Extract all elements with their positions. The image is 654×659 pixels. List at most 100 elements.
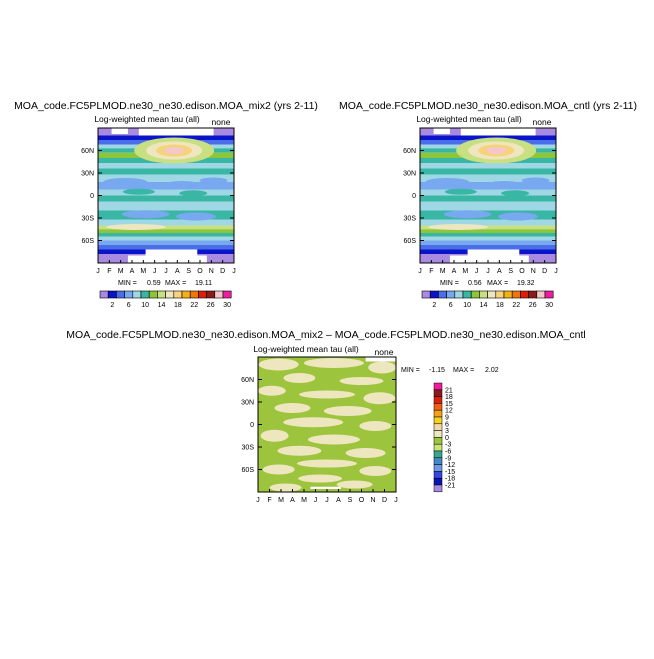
colorbar-swatch [433,409,443,418]
colorbar-label: 14 [158,302,166,309]
missing-data [365,357,396,362]
max-value: 19.11 [195,280,212,287]
contour-band [199,177,228,184]
colorbar-label: 2 [432,302,436,309]
contour-band [260,429,289,442]
contour-band [420,201,556,211]
x-tick-label: A [130,268,135,275]
colorbar-label: 30 [545,302,553,309]
x-tick-label: J [554,268,558,275]
colorbar-swatch [132,290,142,299]
contour-band [179,190,208,197]
x-tick-label: J [232,268,236,275]
contour-band [98,229,234,233]
contour-band [98,135,234,140]
contour-band [283,373,316,383]
y-tick-label: 30S [404,216,417,223]
colorbar-label: 18 [174,302,182,309]
max-label: MAX = [487,280,508,287]
colorbar-swatch [165,290,175,299]
contour-band [420,236,556,241]
x-tick-label: F [429,268,433,275]
colorbar-label: -6 [445,449,451,456]
contour-band [420,163,556,169]
x-tick-label: J [96,268,100,275]
y-tick-label: 30S [242,445,255,452]
colorbar-swatch [511,290,521,299]
colorbar-swatch [222,290,232,299]
panel-title: MOA_code.FC5PLMOD.ne30_ne30.edison.MOA_m… [14,100,318,112]
colorbar-label: 10 [463,302,471,309]
colorbar-swatch [124,290,134,299]
missing-data [138,128,214,136]
x-tick-label: J [418,268,422,275]
missing-data [310,486,341,489]
colorbar-label: 26 [529,302,537,309]
missing-data [111,128,128,134]
colorbar-swatch [433,450,443,459]
max-label: MAX = [165,280,186,287]
contour-band [98,174,234,182]
colorbar-swatch [487,290,497,299]
contour-band [298,474,343,483]
colorbar-swatch [173,290,183,299]
x-tick-label: A [497,268,502,275]
contour-band [339,377,384,385]
contour-band [98,195,234,202]
x-tick-label: J [256,497,260,504]
contour-band [307,434,360,445]
colorbar-swatch [433,477,443,486]
colorbar-swatch [157,290,166,299]
x-tick-label: A [452,268,457,275]
contour-band [98,168,234,175]
colorbar-swatch [433,457,443,465]
colorbar-swatch [429,290,439,299]
colorbar-swatch [433,430,443,438]
x-tick-label: J [325,497,329,504]
x-tick-label: M [140,268,146,275]
colorbar-swatch [503,290,513,299]
contour-band [359,466,392,476]
missing-data [127,255,207,263]
contour-band [299,390,355,399]
panel-subtitle: Log-weighted mean tau (all) [416,114,522,124]
colorbar-swatch [544,290,554,299]
x-tick-label: J [314,497,318,504]
x-tick-label: N [370,497,375,504]
contour-band [497,212,538,221]
contour-band [98,201,234,211]
colorbar-label: 21 [445,387,453,394]
y-tick-label: 60N [241,377,254,384]
colorbar-label: -12 [445,462,455,469]
x-tick-label: S [186,268,191,275]
x-tick-label: J [486,268,490,275]
contour-band [443,210,492,219]
x-tick-label: J [164,268,168,275]
contour-band [164,147,185,154]
colorbar-mix2: 2 6 10 14 18 22 26 30 [99,290,232,309]
contour-band [428,224,489,230]
max-value: 2.02 [485,367,499,374]
colorbar-swatch [433,389,443,397]
contour-band [486,181,523,189]
contour-band [283,417,344,428]
contour-band [444,188,477,195]
colorbar-label: 6 [445,421,449,428]
colorbar-label: 22 [190,302,198,309]
colorbar-swatch [140,290,150,299]
colorbar-swatch [189,290,199,299]
contour-band [420,174,556,182]
contour-band [175,212,216,221]
contour-band [359,421,392,431]
min-value: 0.59 [147,280,161,287]
min-value: 0.56 [468,280,482,287]
panel-mix2: MOA_code.FC5PLMOD.ne30_ne30.edison.MOA_m… [14,100,318,309]
x-tick-label: N [209,268,214,275]
panel-title: MOA_code.FC5PLMOD.ne30_ne30.edison.MOA_c… [339,100,637,112]
contour-band [420,225,556,230]
x-tick-label: F [107,268,111,275]
x-tick-label: J [394,497,398,504]
